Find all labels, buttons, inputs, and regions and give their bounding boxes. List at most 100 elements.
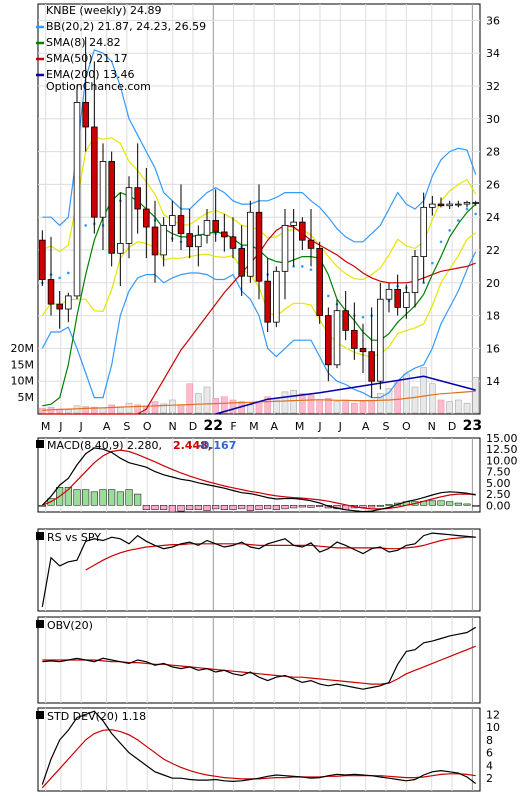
candle-body [368, 351, 375, 382]
month-label: J [79, 420, 83, 433]
volume-bar [203, 386, 211, 414]
bb-middle-dot [361, 315, 365, 319]
candle-body [342, 310, 349, 331]
macd-hist-bar [134, 493, 142, 506]
candle-body [117, 243, 124, 254]
rs-panel: RS vs SPY [36, 528, 481, 612]
candle-body [472, 202, 479, 204]
macd-hist-bar [472, 505, 480, 507]
ema200-line [215, 375, 476, 415]
volume-bar [420, 367, 427, 414]
bb-lower-line [41, 251, 477, 399]
month-label: A [103, 420, 111, 433]
legend-item: SMA(8) 24.82 [46, 36, 121, 49]
macd-hist-bar [264, 505, 272, 510]
volume-bar [428, 383, 436, 414]
candle-body [151, 226, 159, 256]
volume-bar [151, 401, 159, 414]
macd-line [41, 447, 476, 513]
volume-bar [394, 380, 401, 414]
candle-body [429, 203, 436, 208]
candle-body [420, 206, 427, 257]
bb-middle-dot [67, 271, 70, 275]
volume-bar [376, 393, 384, 414]
volume-bar [307, 394, 315, 414]
volume-bar [91, 406, 98, 414]
legend-item: BB(20,2) 21.87, 24.23, 26.59 [46, 20, 206, 33]
candle-body [403, 292, 410, 308]
candle-body [411, 256, 419, 294]
macd-hist-bar [368, 505, 376, 508]
volume-bar [463, 402, 471, 414]
macd-hist-bar [99, 489, 107, 506]
macd-legend-swatch [36, 440, 44, 448]
std-y-tick: 6 [486, 747, 493, 760]
volume-bar [169, 399, 176, 414]
month-label: S [123, 420, 130, 433]
candle-body [273, 270, 280, 323]
volume-bar [316, 399, 323, 414]
macd-hist-bar [376, 505, 384, 507]
candle-body [221, 231, 228, 238]
macd-hist-bar [238, 505, 246, 510]
candle-body [455, 203, 462, 206]
std-label: STD DEV(20) 1.18 [47, 710, 146, 723]
macd-hist-bar [203, 505, 211, 511]
volume-bar [82, 406, 89, 414]
bb-middle-dot [327, 294, 330, 298]
price-y-tick: 36 [486, 14, 500, 27]
obv-panel: OBV(20) [36, 616, 481, 704]
macd-hist-bar [168, 505, 176, 513]
volume-bar [350, 402, 358, 414]
volume-bar [324, 398, 332, 414]
volume-bar [247, 404, 254, 414]
macd-hist-bar [177, 505, 185, 512]
month-label: M [41, 420, 51, 433]
obv-ma-line [42, 645, 476, 685]
month-label: J [58, 420, 62, 433]
macd-hist-bar [272, 505, 280, 511]
volume-bar [160, 403, 167, 414]
candle-body [160, 224, 167, 256]
bb-middle-dot [448, 229, 451, 232]
obv-legend-swatch [36, 620, 44, 628]
volume-bar [333, 401, 341, 414]
macd-hist-bar [454, 502, 462, 506]
candle-body [281, 224, 289, 272]
volume-bar [298, 393, 306, 414]
candle-body [446, 203, 453, 207]
macd-hist-bar [220, 505, 228, 511]
candle-body [359, 347, 367, 353]
candle-body [82, 102, 89, 128]
macd-signal-line [42, 449, 476, 510]
price-y-tick: 34 [486, 47, 500, 60]
macd-hist-bar [246, 505, 254, 511]
rs-legend-swatch [36, 532, 44, 540]
macd-hist-bar [307, 505, 315, 508]
macd-label: MACD(8,40,9) 2.280, [47, 439, 162, 452]
bb-middle-dot [84, 224, 87, 227]
candle-body [290, 221, 297, 226]
macd-hist-bar [229, 505, 237, 511]
volume-bar [99, 407, 107, 414]
candle-body [238, 247, 245, 277]
candle-body [385, 288, 393, 300]
rs-panel-frame [37, 528, 481, 612]
month-label: N [169, 420, 177, 433]
month-label: F [230, 420, 236, 433]
price-y-tick: 30 [486, 113, 500, 126]
volume-bar [402, 373, 410, 414]
candle-body [351, 329, 358, 349]
macd-hist-bar [108, 489, 116, 506]
macd-hist-bar [82, 489, 90, 506]
candle-body [463, 202, 471, 205]
macd-y-tick: 15.00 [486, 432, 518, 445]
macd-signal-value: 2.448, [173, 439, 212, 452]
price-panel: 14 16 18 20 22 24 26 28 30 32 34 36 20M 15M 10M 5M KNBE … [11, 3, 500, 415]
bb-middle-dot [439, 240, 443, 244]
volume-bar [108, 404, 115, 414]
volume-tick: 5M [18, 391, 35, 404]
month-label: O [402, 420, 411, 433]
macd-hist-bar [298, 505, 306, 508]
volume-bar [437, 399, 445, 414]
